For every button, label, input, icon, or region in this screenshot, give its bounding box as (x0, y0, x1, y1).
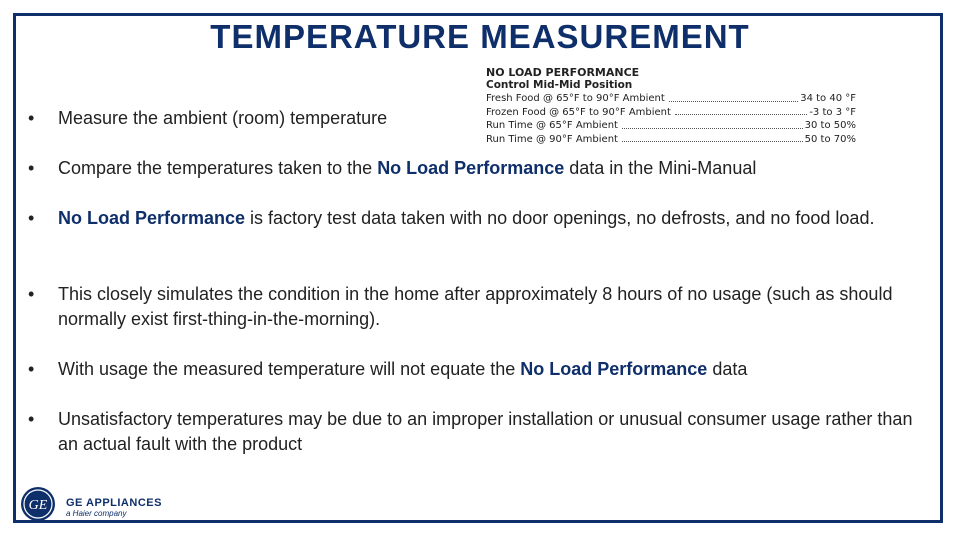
spec-leader-dots (621, 133, 803, 142)
bullet-text: No Load Performance is factory test data… (58, 208, 875, 228)
bullet-item: • No Load Performance is factory test dat… (28, 206, 928, 231)
spec-value: 50 to 70% (804, 133, 856, 145)
spec-label: Run Time @ 65°F Ambient (486, 120, 618, 131)
bullet-text: Measure the ambient (room) temperature (58, 108, 388, 128)
svg-text:GE: GE (29, 498, 48, 513)
spec-leader-dots (621, 119, 803, 129)
ge-logo-icon: GE (21, 487, 55, 521)
brand-name: GE APPLIANCES (66, 497, 162, 509)
spec-subheading: Control Mid-Mid Position (486, 79, 633, 91)
spec-leader-dots (668, 92, 799, 102)
spec-label: Run Time @ 90°F Ambient (486, 133, 618, 145)
brand-subtitle: a Haier company (66, 509, 127, 518)
spec-label: Fresh Food @ 65°F to 90°F Ambient (486, 93, 665, 104)
spec-value: 30 to 50% (804, 120, 856, 131)
bullet-dot: • (28, 284, 35, 304)
bullet-item: • This closely simulates the condition in… (28, 282, 928, 332)
bullet-text: With usage the measured temperature will… (58, 359, 748, 379)
slide-title: TEMPERATURE MEASUREMENT (210, 18, 750, 55)
bullet-item: • Compare the temperatures taken to the N… (28, 156, 928, 181)
bullet-text: Compare the temperatures taken to the No… (58, 158, 757, 178)
bullet-item: • Unsatisfactory temperatures may be due … (28, 407, 928, 457)
bullet-dot: • (28, 359, 35, 379)
spec-value: -3 to 3 °F (809, 106, 856, 118)
bullet-text: This closely simulates the condition in … (58, 284, 893, 329)
spec-row: Run Time @ 90°F Ambient 50 to 70% (486, 133, 856, 147)
spec-leader-dots (674, 106, 808, 115)
brand-text: GE APPLIANCES a Haier company (66, 497, 162, 519)
bullet-dot: • (28, 409, 35, 429)
slide-border (13, 13, 943, 523)
spec-row: Fresh Food @ 65°F to 90°F Ambient 34 to 4… (486, 92, 856, 106)
spec-row: Frozen Food @ 65°F to 90°F Ambient -3 to … (486, 106, 856, 120)
bullet-dot: • (28, 108, 35, 128)
bullet-text: Unsatisfactory temperatures may be due t… (58, 409, 913, 454)
spec-row: Run Time @ 65°F Ambient 30 to 50% (486, 119, 856, 133)
bullet-item: • Measure the ambient (room) temperature (28, 106, 928, 131)
spec-heading: NO LOAD PERFORMANCE (486, 66, 640, 79)
bullet-item: • With usage the measured temperature wil… (28, 357, 928, 382)
spec-label: Frozen Food @ 65°F to 90°F Ambient (486, 106, 671, 118)
bullet-dot: • (28, 208, 35, 228)
spec-value: 34 to 40 °F (800, 93, 856, 104)
no-load-performance-table: NO LOAD PERFORMANCE Control Mid-Mid Posi… (486, 66, 856, 146)
bullet-dot: • (28, 158, 35, 178)
